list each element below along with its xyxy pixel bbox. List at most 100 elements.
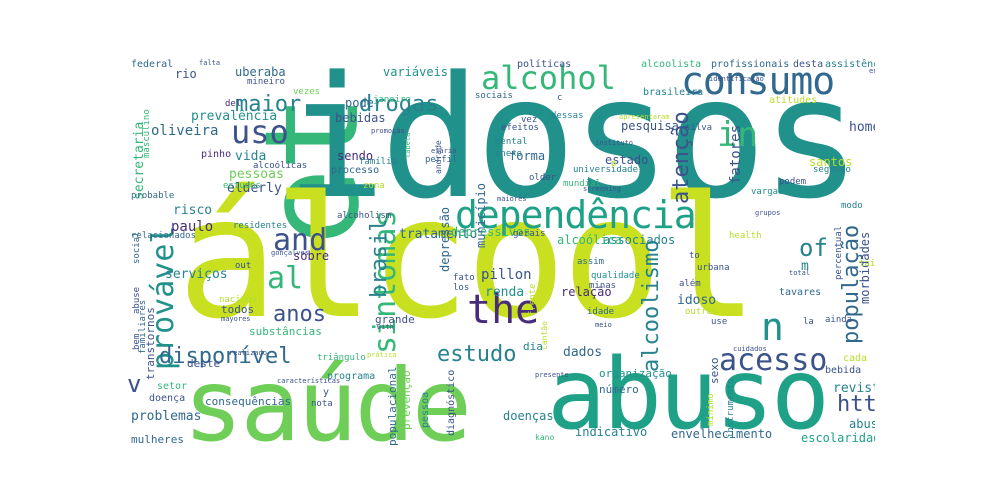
- word: c: [557, 93, 563, 103]
- word: grupos: [755, 209, 781, 217]
- word: p: [611, 159, 617, 169]
- word: alcoolista: [641, 59, 702, 70]
- word: realizado: [229, 349, 267, 357]
- word: pessoas: [229, 167, 284, 182]
- word: tratamento: [399, 227, 478, 242]
- word: família: [359, 157, 397, 167]
- word: relacionados: [131, 231, 197, 241]
- word: doença: [149, 393, 186, 404]
- word: idoso: [677, 293, 717, 308]
- word: relação: [561, 285, 612, 299]
- word: los: [453, 283, 470, 293]
- word: frente: [528, 283, 538, 316]
- word: universidade: [573, 165, 639, 175]
- word: triângulo: [317, 353, 366, 363]
- word: pesquisa: [621, 119, 679, 133]
- word: processo: [331, 165, 380, 176]
- word: m: [801, 259, 809, 274]
- word: fatores: [728, 124, 744, 184]
- word: alcoólicas: [253, 161, 308, 171]
- word: dependência: [455, 193, 697, 237]
- word: cantão: [540, 321, 549, 350]
- word: uberaba: [235, 65, 286, 79]
- word: older: [529, 173, 557, 183]
- word: alcoolismo: [639, 239, 664, 372]
- word: mundial: [563, 179, 601, 189]
- word: brasil: [367, 218, 392, 298]
- word: maior: [235, 92, 302, 117]
- word: estudo: [437, 342, 517, 367]
- word: instituto: [595, 139, 633, 147]
- word: probable: [131, 191, 175, 201]
- word-cloud: et idosos álcool saúde abuso dependência…: [125, 54, 875, 449]
- word: en: [869, 67, 875, 75]
- word: além: [679, 279, 701, 289]
- word: n: [761, 305, 784, 349]
- word: profissionais: [711, 59, 790, 70]
- word: nota: [311, 399, 333, 409]
- word: alcoólica: [557, 233, 623, 247]
- word: assistência: [825, 59, 875, 70]
- word: associados: [603, 233, 676, 247]
- word: with: [377, 323, 394, 331]
- word: etária: [431, 147, 457, 155]
- word: estudos: [223, 181, 261, 191]
- word: modo: [841, 201, 863, 211]
- word: políticas: [517, 59, 572, 70]
- word: v: [127, 370, 142, 398]
- word: município: [474, 182, 488, 248]
- word: vezes: [293, 87, 321, 97]
- word: federal: [131, 59, 174, 70]
- word: uso: [231, 113, 289, 151]
- word: dados: [563, 345, 603, 360]
- word: promoção: [371, 127, 405, 135]
- word: serviços: [165, 267, 228, 282]
- word: acesso: [719, 343, 828, 378]
- word: diagnóstico: [446, 369, 457, 436]
- word: total: [789, 269, 811, 277]
- word: zona: [363, 181, 385, 191]
- word: programa: [327, 371, 376, 382]
- word: pessoa: [420, 391, 431, 428]
- word: alcoholism: [337, 211, 392, 221]
- word: idosos: [285, 54, 862, 236]
- word: número: [599, 383, 639, 396]
- word: perfil: [425, 155, 458, 165]
- word: tabela: [404, 132, 412, 158]
- word: sendo: [337, 149, 374, 163]
- word: percentual: [834, 225, 844, 280]
- word: fato: [453, 273, 475, 283]
- word: abuse: [132, 286, 142, 314]
- word: envelhecimento: [671, 427, 773, 441]
- word: pinho: [201, 149, 232, 160]
- word: setor: [157, 381, 188, 392]
- word: residentes: [233, 221, 288, 231]
- word: bem: [132, 333, 142, 350]
- word: pode: [345, 96, 374, 110]
- word: santos: [809, 155, 853, 169]
- word: efeitos: [501, 123, 539, 133]
- word: álcool: [177, 160, 759, 356]
- word: pillon: [481, 267, 532, 283]
- word: cuidados: [733, 345, 767, 353]
- word: in: [717, 115, 758, 155]
- word: of: [799, 234, 828, 262]
- word: outras: [685, 307, 718, 317]
- word: brasileira: [643, 87, 704, 98]
- word: consequências: [205, 395, 292, 408]
- word: out: [235, 261, 252, 271]
- word: saúde: [183, 347, 472, 450]
- word: apresentaram: [619, 113, 670, 121]
- word: podem: [779, 177, 807, 187]
- word: revista: [833, 381, 875, 396]
- word: substâncias: [249, 325, 322, 338]
- word: mayores: [221, 315, 251, 323]
- word: cada: [843, 353, 868, 364]
- word: populacional: [386, 366, 399, 446]
- word: homens: [849, 120, 875, 135]
- word: renda: [485, 285, 525, 300]
- word: problemas: [131, 409, 202, 424]
- word: disponível: [159, 344, 292, 369]
- word: depressão: [438, 206, 452, 272]
